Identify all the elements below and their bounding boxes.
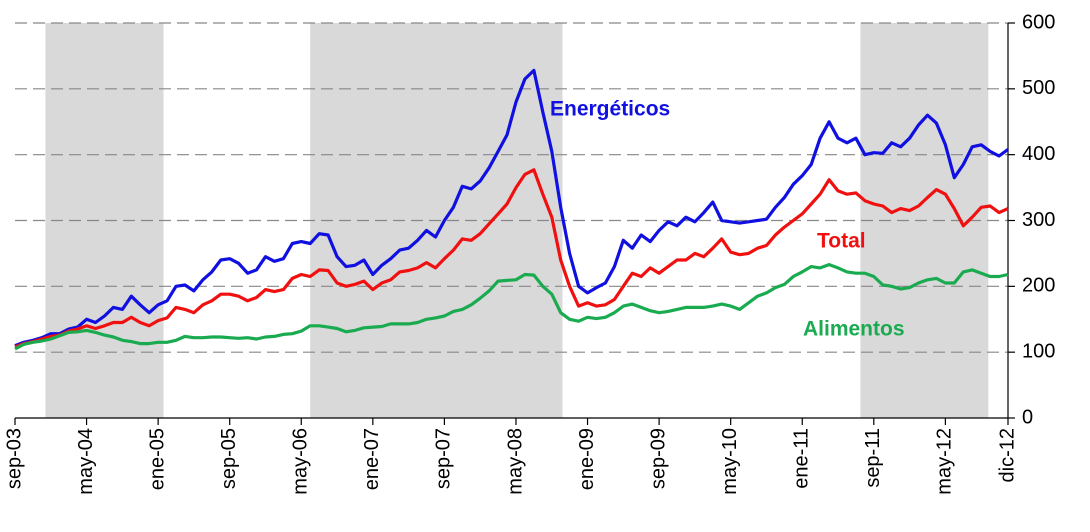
x-tick-label: sep-03 (3, 428, 25, 489)
series-line (14, 263, 1009, 351)
x-tick-label: dic-12 (996, 428, 1018, 482)
y-tick-label: 400 (1022, 143, 1055, 165)
x-tick-label: may-12 (934, 428, 956, 495)
x-tick-label: may-08 (504, 428, 526, 495)
y-tick-label: 100 (1022, 340, 1055, 362)
series-label: Total (817, 230, 866, 253)
y-tick-label: 500 (1022, 77, 1055, 99)
y-tick-label: 300 (1022, 209, 1055, 231)
x-tick-label: ene-05 (146, 428, 168, 490)
x-tick-label: sep-09 (647, 428, 669, 489)
y-tick-label: 0 (1022, 406, 1033, 428)
series-label: Energéticos (550, 98, 670, 121)
x-tick-label: ene-11 (791, 428, 813, 489)
y-tick-label: 200 (1022, 275, 1055, 297)
y-tick-label: 600 (1022, 11, 1055, 33)
x-tick-label: may-06 (290, 428, 312, 495)
x-tick-label: may-04 (75, 428, 97, 495)
x-tick-label: sep-11 (862, 428, 884, 488)
x-tick-label: ene-09 (576, 428, 598, 490)
series-line (14, 68, 1009, 348)
x-tick-label: sep-05 (218, 428, 240, 489)
series-line (14, 168, 1009, 349)
x-tick-label: ene-07 (361, 428, 383, 490)
series-label: Alimentos (803, 318, 905, 341)
x-tick-label: may-10 (719, 428, 741, 495)
x-tick-label: sep-07 (433, 428, 455, 489)
